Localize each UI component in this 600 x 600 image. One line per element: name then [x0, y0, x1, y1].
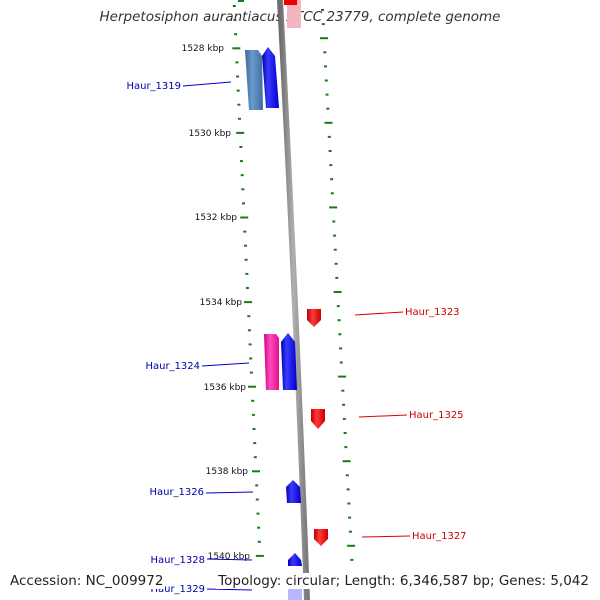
gene-arrow-haur-1324[interactable] — [281, 333, 297, 390]
gene-arrow-haur-1323[interactable] — [307, 309, 321, 327]
accession-value: Accession: NC_009972 — [8, 573, 166, 589]
gene-arrow-haur-1328[interactable] — [288, 553, 302, 566]
cog-block-haur-1319[interactable] — [245, 50, 263, 110]
gene-label-haur-1328[interactable]: Haur_1328 — [150, 555, 205, 566]
gene-haur-1325[interactable] — [311, 409, 325, 429]
outer-ring-dashes — [320, 9, 356, 561]
leader-line-haur-1319 — [182, 81, 232, 87]
gene-label-haur-1329[interactable]: Haur_1329 — [150, 584, 205, 595]
leader-line-haur-1329 — [206, 588, 253, 591]
accession-text: Accession: NC_009972 — [8, 573, 166, 589]
feature-top-partial-green — [238, 0, 244, 2]
ruler-label-1536: 1536 kbp — [204, 383, 247, 393]
leader-line-haur-1327 — [361, 535, 411, 538]
leader-line-haur-1324 — [201, 362, 250, 367]
ruler-label-1534: 1534 kbp — [200, 298, 243, 308]
gene-arrow-haur-1319[interactable] — [262, 47, 279, 108]
ruler-dashes — [232, 5, 264, 557]
gene-arrow-haur-1327[interactable] — [314, 529, 328, 546]
ruler-label-1528: 1528 kbp — [182, 44, 225, 54]
leader-line-haur-1326 — [205, 491, 254, 494]
cog-block-haur-1324[interactable] — [264, 334, 279, 390]
gene-haur-1327[interactable] — [314, 529, 328, 546]
genome-summary-text: Topology: circular; Length: 6,346,587 bp… — [216, 573, 591, 589]
gene-label-haur-1323[interactable]: Haur_1323 — [405, 307, 460, 318]
genome-backbone — [277, 0, 310, 600]
feature-top-partial-red — [284, 0, 297, 5]
gene-label-haur-1319[interactable]: Haur_1319 — [126, 81, 181, 92]
gene-label-haur-1325[interactable]: Haur_1325 — [409, 410, 464, 421]
gene-label-haur-1324[interactable]: Haur_1324 — [145, 361, 200, 372]
gene-arrow-haur-1325[interactable] — [311, 409, 325, 429]
gene-label-haur-1327[interactable]: Haur_1327 — [412, 531, 467, 542]
ruler-label-1540: 1540 kbp — [208, 552, 251, 562]
ruler-label-1532: 1532 kbp — [195, 213, 238, 223]
feature-top-partial-pink — [287, 0, 301, 28]
ruler-label-1538: 1538 kbp — [206, 467, 249, 477]
gene-haur-1328[interactable] — [288, 553, 302, 566]
gene-haur-1319[interactable] — [262, 47, 279, 108]
gene-haur-1326[interactable] — [286, 480, 301, 503]
gene-arrow-haur-1326[interactable] — [286, 480, 301, 503]
gene-label-haur-1326[interactable]: Haur_1326 — [149, 487, 204, 498]
ruler-label-1530: 1530 kbp — [189, 129, 232, 139]
leader-line-haur-1325 — [358, 414, 408, 418]
gene-haur-1323[interactable] — [307, 309, 321, 327]
gene-haur-1324[interactable] — [281, 333, 297, 390]
leader-line-haur-1323 — [354, 311, 404, 316]
genome-summary-value: Topology: circular; Length: 6,346,587 bp… — [216, 573, 591, 589]
leader-line-haur-1328 — [206, 558, 253, 561]
